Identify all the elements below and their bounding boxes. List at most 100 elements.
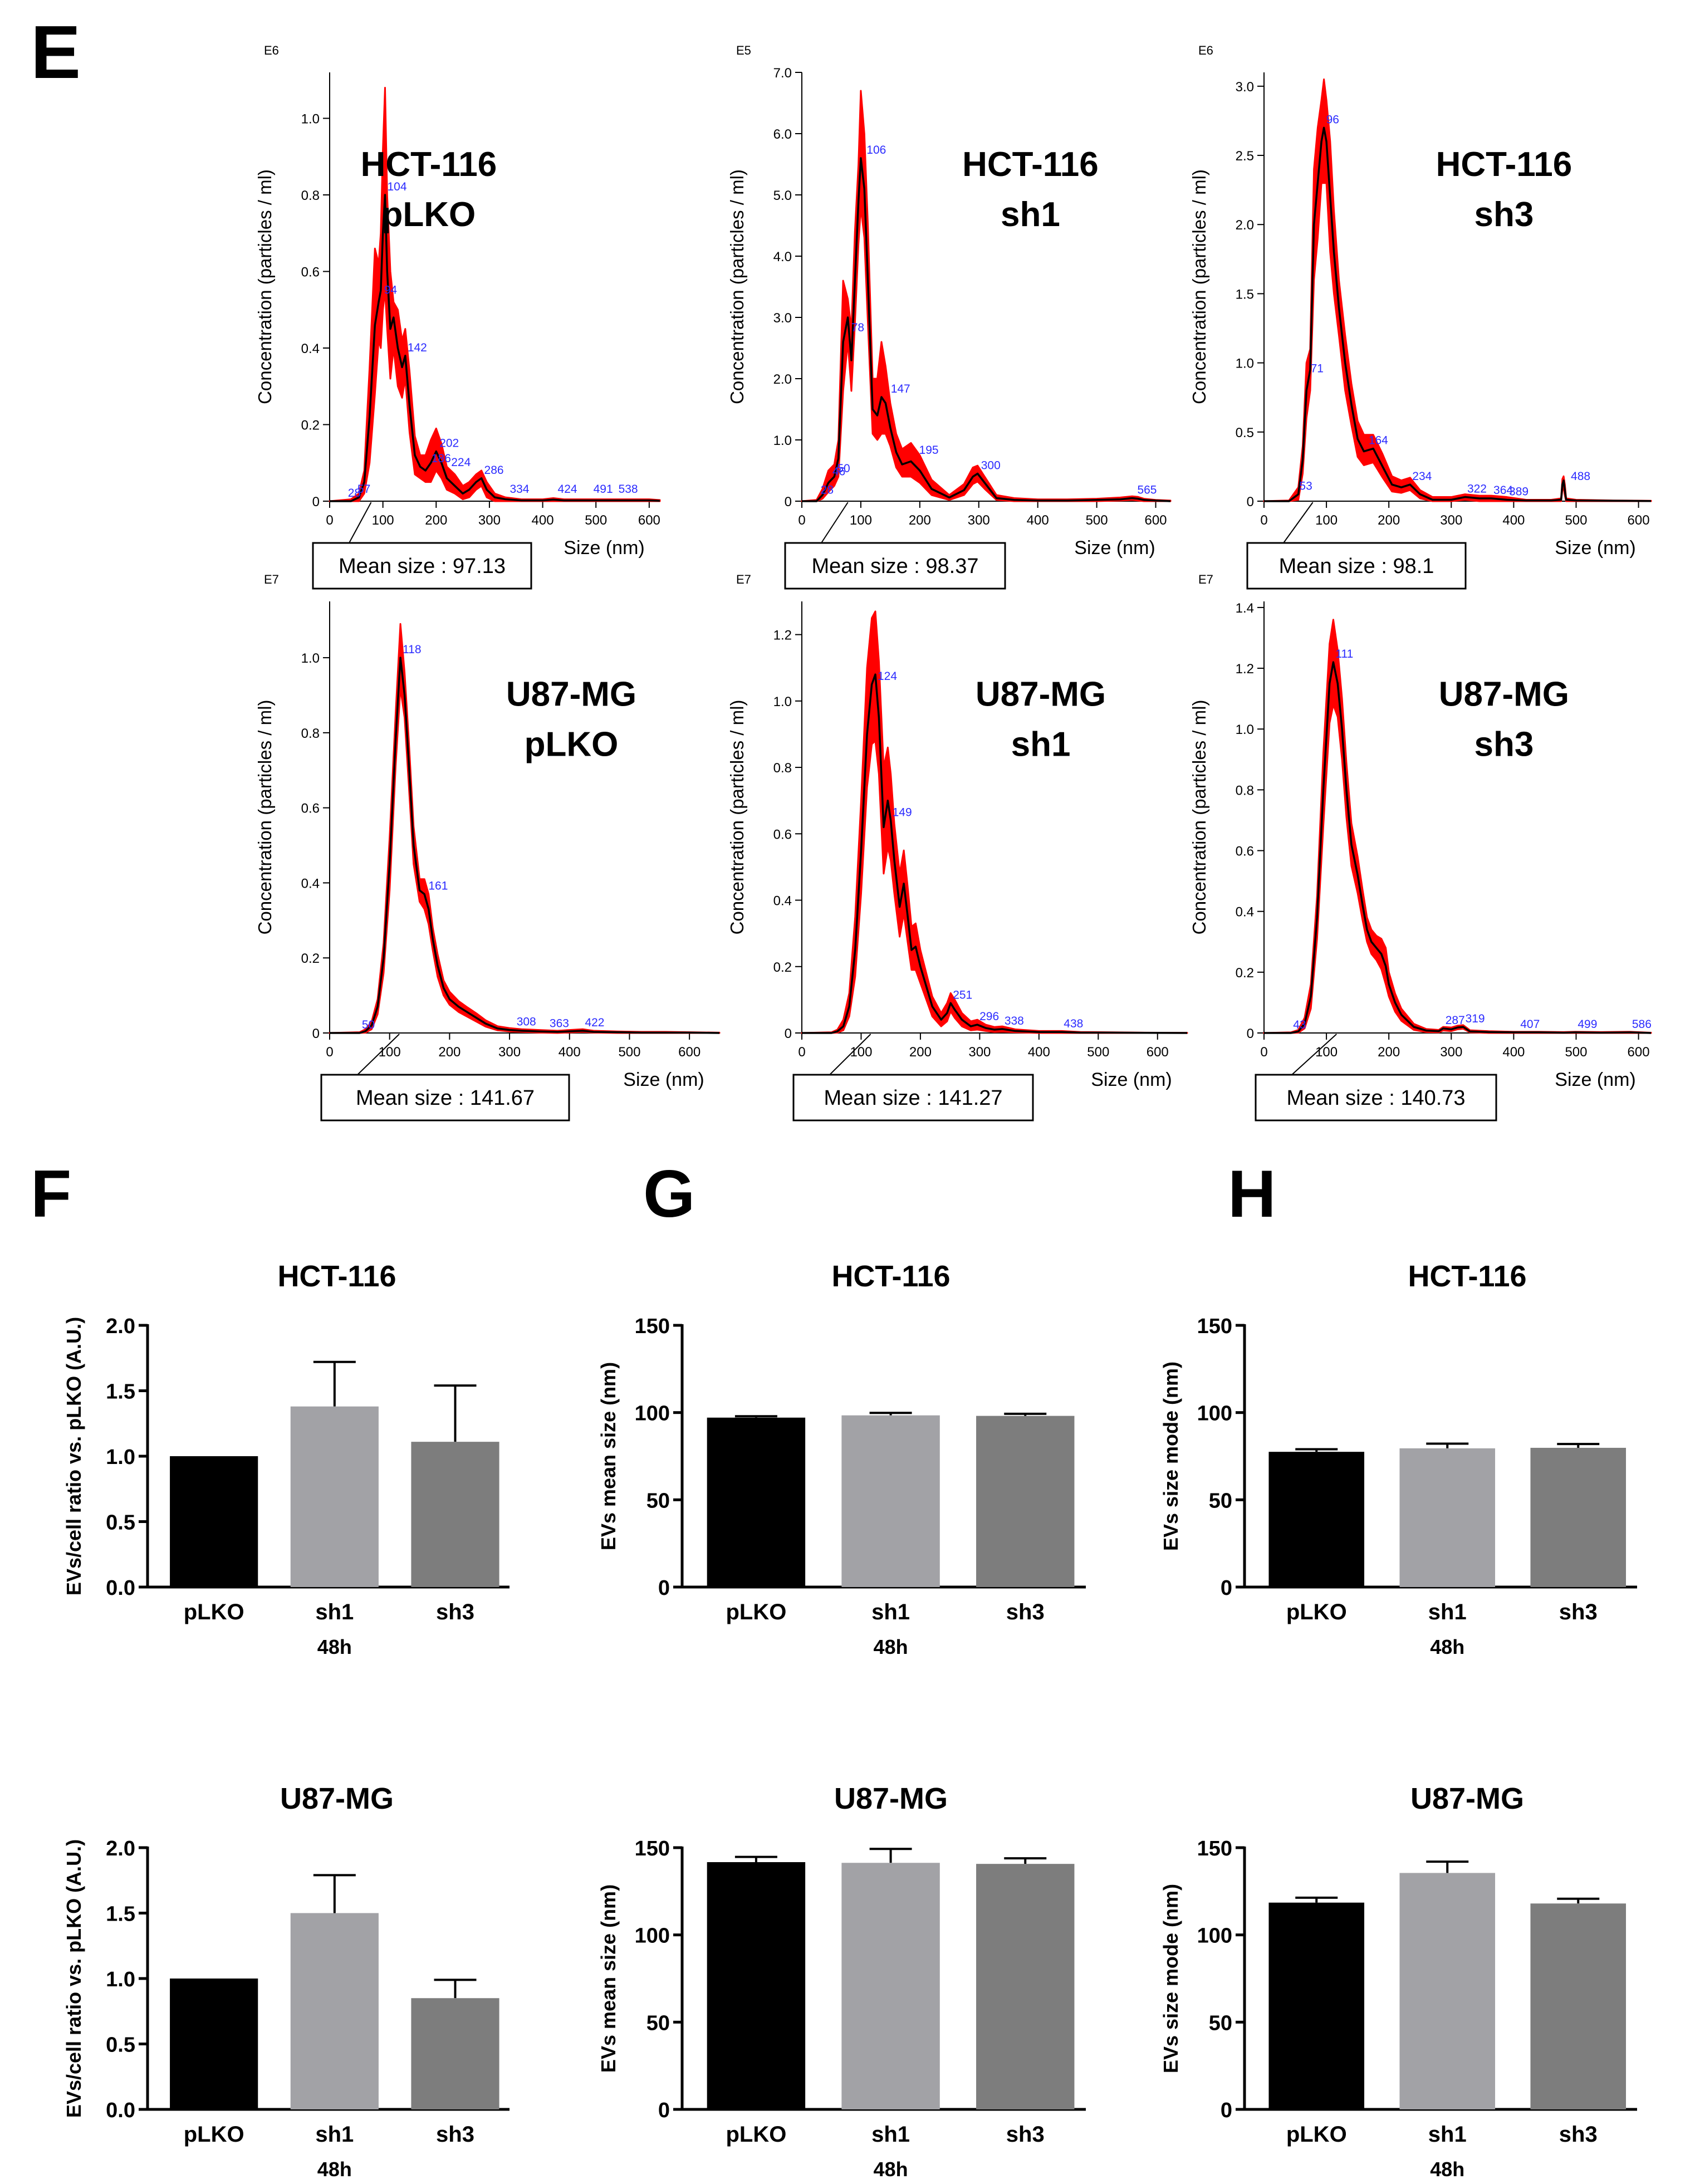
- y-tick-label: 0: [1247, 494, 1254, 510]
- x-axis-label: Size (nm): [1555, 537, 1635, 559]
- x-tick-label: sh1: [871, 2122, 910, 2147]
- exponent-label: E5: [736, 43, 751, 57]
- x-tick-label: 300: [968, 1045, 991, 1060]
- y-tick-label: 0.4: [301, 876, 320, 891]
- y-tick-label: 1.0: [106, 1446, 135, 1469]
- y-tick-label: 150: [1197, 1315, 1232, 1338]
- y-tick-label: 0: [312, 1026, 320, 1041]
- x-tick-label: 200: [909, 513, 931, 528]
- mean-size-text: Mean size : 140.73: [1286, 1086, 1465, 1110]
- exponent-label: E7: [264, 572, 279, 586]
- peak-label: 104: [387, 180, 406, 193]
- panel-letter-e: E: [31, 10, 81, 94]
- bar-sh1: [841, 1415, 940, 1587]
- bar-F-u87: U87-MG 0.0 0.5 1.0 1.5 2.0 EVs/cell ratio vs. …: [62, 1782, 510, 2181]
- x-tick-label: 100: [379, 1045, 401, 1060]
- peak-label: 224: [451, 456, 471, 469]
- bar-sh3: [411, 1998, 499, 2109]
- y-tick-label: 1.0: [106, 1968, 135, 1991]
- x-tick-label: sh3: [1006, 1600, 1045, 1624]
- peak-label: 50: [837, 462, 850, 475]
- y-tick-label: 2.0: [106, 1315, 135, 1338]
- bar-pLKO: [707, 1417, 806, 1587]
- chart-title: HCT-116: [1408, 1260, 1526, 1293]
- x-tick-label: sh3: [1559, 2122, 1598, 2147]
- nta-u87-sh1: E7 0 0.2 0.4 0.6 0.8 1.0 1.2 0 100 200 300 400 500 600…: [727, 572, 1188, 1122]
- peak-label: 164: [1369, 434, 1388, 447]
- x-tick-label: 100: [1315, 1045, 1338, 1060]
- y-tick-label: 0.8: [301, 726, 320, 741]
- chart-title: U87-MG: [834, 1782, 948, 1815]
- chart-title-line2: sh3: [1474, 195, 1534, 234]
- bar-pLKO: [1268, 1452, 1365, 1587]
- peak-label: 202: [439, 437, 459, 450]
- x-tick-label: 600: [638, 513, 660, 528]
- mean-line: [330, 657, 720, 1034]
- y-tick-label: 1.0: [773, 694, 792, 709]
- x-tick-label: 200: [438, 1045, 461, 1060]
- mean-pointer: [349, 502, 372, 543]
- bar-sh1: [290, 1406, 379, 1587]
- mean-size-box: [1255, 1074, 1497, 1122]
- x-tick-label: 600: [1628, 513, 1650, 528]
- nta-u87-pLKO: E7 0 0.2 0.4 0.6 0.8 1.0 0 100 200 300 400 500 600 Siz…: [254, 572, 721, 1122]
- peak-label: 43: [1293, 1018, 1306, 1031]
- x-tick-label: 600: [1147, 1045, 1169, 1060]
- y-axis-label: EVs/cell ratio vs. pLKO (A.U.): [62, 1317, 85, 1595]
- bar-H-hct: HCT-116 0 50 100 150 EVs size mode (nm) pLKO sh…: [1159, 1260, 1637, 1658]
- y-tick-label: 1.0: [1236, 722, 1254, 737]
- x-tick-label: 200: [909, 1045, 932, 1060]
- bar-pLKO: [707, 1862, 806, 2109]
- y-tick-label: 2.5: [1236, 149, 1254, 164]
- exponent-label: E7: [1198, 572, 1213, 586]
- exponent-label: E6: [264, 43, 279, 57]
- y-tick-label: 0.6: [773, 827, 792, 842]
- y-tick-label: 0.4: [301, 341, 320, 356]
- x-tick-label: 0: [798, 513, 805, 528]
- mean-pointer: [357, 1034, 400, 1075]
- x-tick-label: sh1: [871, 1600, 910, 1624]
- y-tick-label: 50: [1209, 2011, 1232, 2035]
- peak-label: 161: [428, 880, 448, 893]
- x-tick-label: 100: [850, 513, 872, 528]
- x-tick-label: pLKO: [726, 1600, 786, 1624]
- y-tick-label: 0.5: [106, 1511, 135, 1535]
- mean-line: [1264, 661, 1652, 1034]
- y-tick-label: 0.2: [301, 951, 320, 966]
- chart-title-line1: HCT-116: [962, 145, 1099, 184]
- peak-label: 124: [878, 670, 897, 683]
- x-tick-label: 300: [968, 513, 990, 528]
- bar-sh3: [1530, 1903, 1627, 2109]
- y-axis-label: Concentration (particles / ml): [727, 700, 747, 935]
- y-tick-label: 150: [635, 1315, 670, 1338]
- x-tick-label: 0: [1260, 1045, 1267, 1060]
- mean-pointer: [1283, 502, 1314, 543]
- y-tick-label: 0: [1221, 2099, 1232, 2122]
- y-tick-label: 0.2: [773, 960, 792, 975]
- x-axis-label: 48h: [874, 2158, 908, 2181]
- y-tick-label: 0.8: [1236, 783, 1254, 798]
- y-tick-label: 0.6: [1236, 844, 1254, 859]
- peak-label: 538: [619, 483, 638, 496]
- x-tick-label: sh3: [1559, 1600, 1598, 1624]
- y-tick-label: 1.5: [1236, 287, 1254, 302]
- panel-letter-f: F: [31, 1157, 71, 1231]
- chart-title-line2: pLKO: [382, 195, 476, 234]
- y-axis-label: Concentration (particles / ml): [1189, 169, 1209, 404]
- y-tick-label: 0: [658, 1576, 670, 1600]
- y-tick-label: 0.4: [773, 894, 792, 909]
- x-tick-label: sh1: [315, 1600, 354, 1624]
- chart-title-line1: U87-MG: [1439, 675, 1569, 714]
- peak-label: 334: [510, 483, 529, 496]
- y-tick-label: 1.0: [773, 433, 792, 448]
- bar-sh1: [1399, 1448, 1496, 1587]
- chart-title-line2: sh1: [1011, 726, 1071, 764]
- y-tick-label: 0: [785, 1026, 792, 1041]
- mean-size-text: Mean size : 141.27: [824, 1086, 1002, 1110]
- y-axis-label: EVs mean size (nm): [597, 1884, 620, 2073]
- y-tick-label: 4.0: [773, 249, 792, 265]
- y-axis-label: EVs/cell ratio vs. pLKO (A.U.): [62, 1839, 85, 2118]
- y-tick-label: 1.5: [106, 1903, 135, 1926]
- x-tick-label: 100: [1315, 513, 1338, 528]
